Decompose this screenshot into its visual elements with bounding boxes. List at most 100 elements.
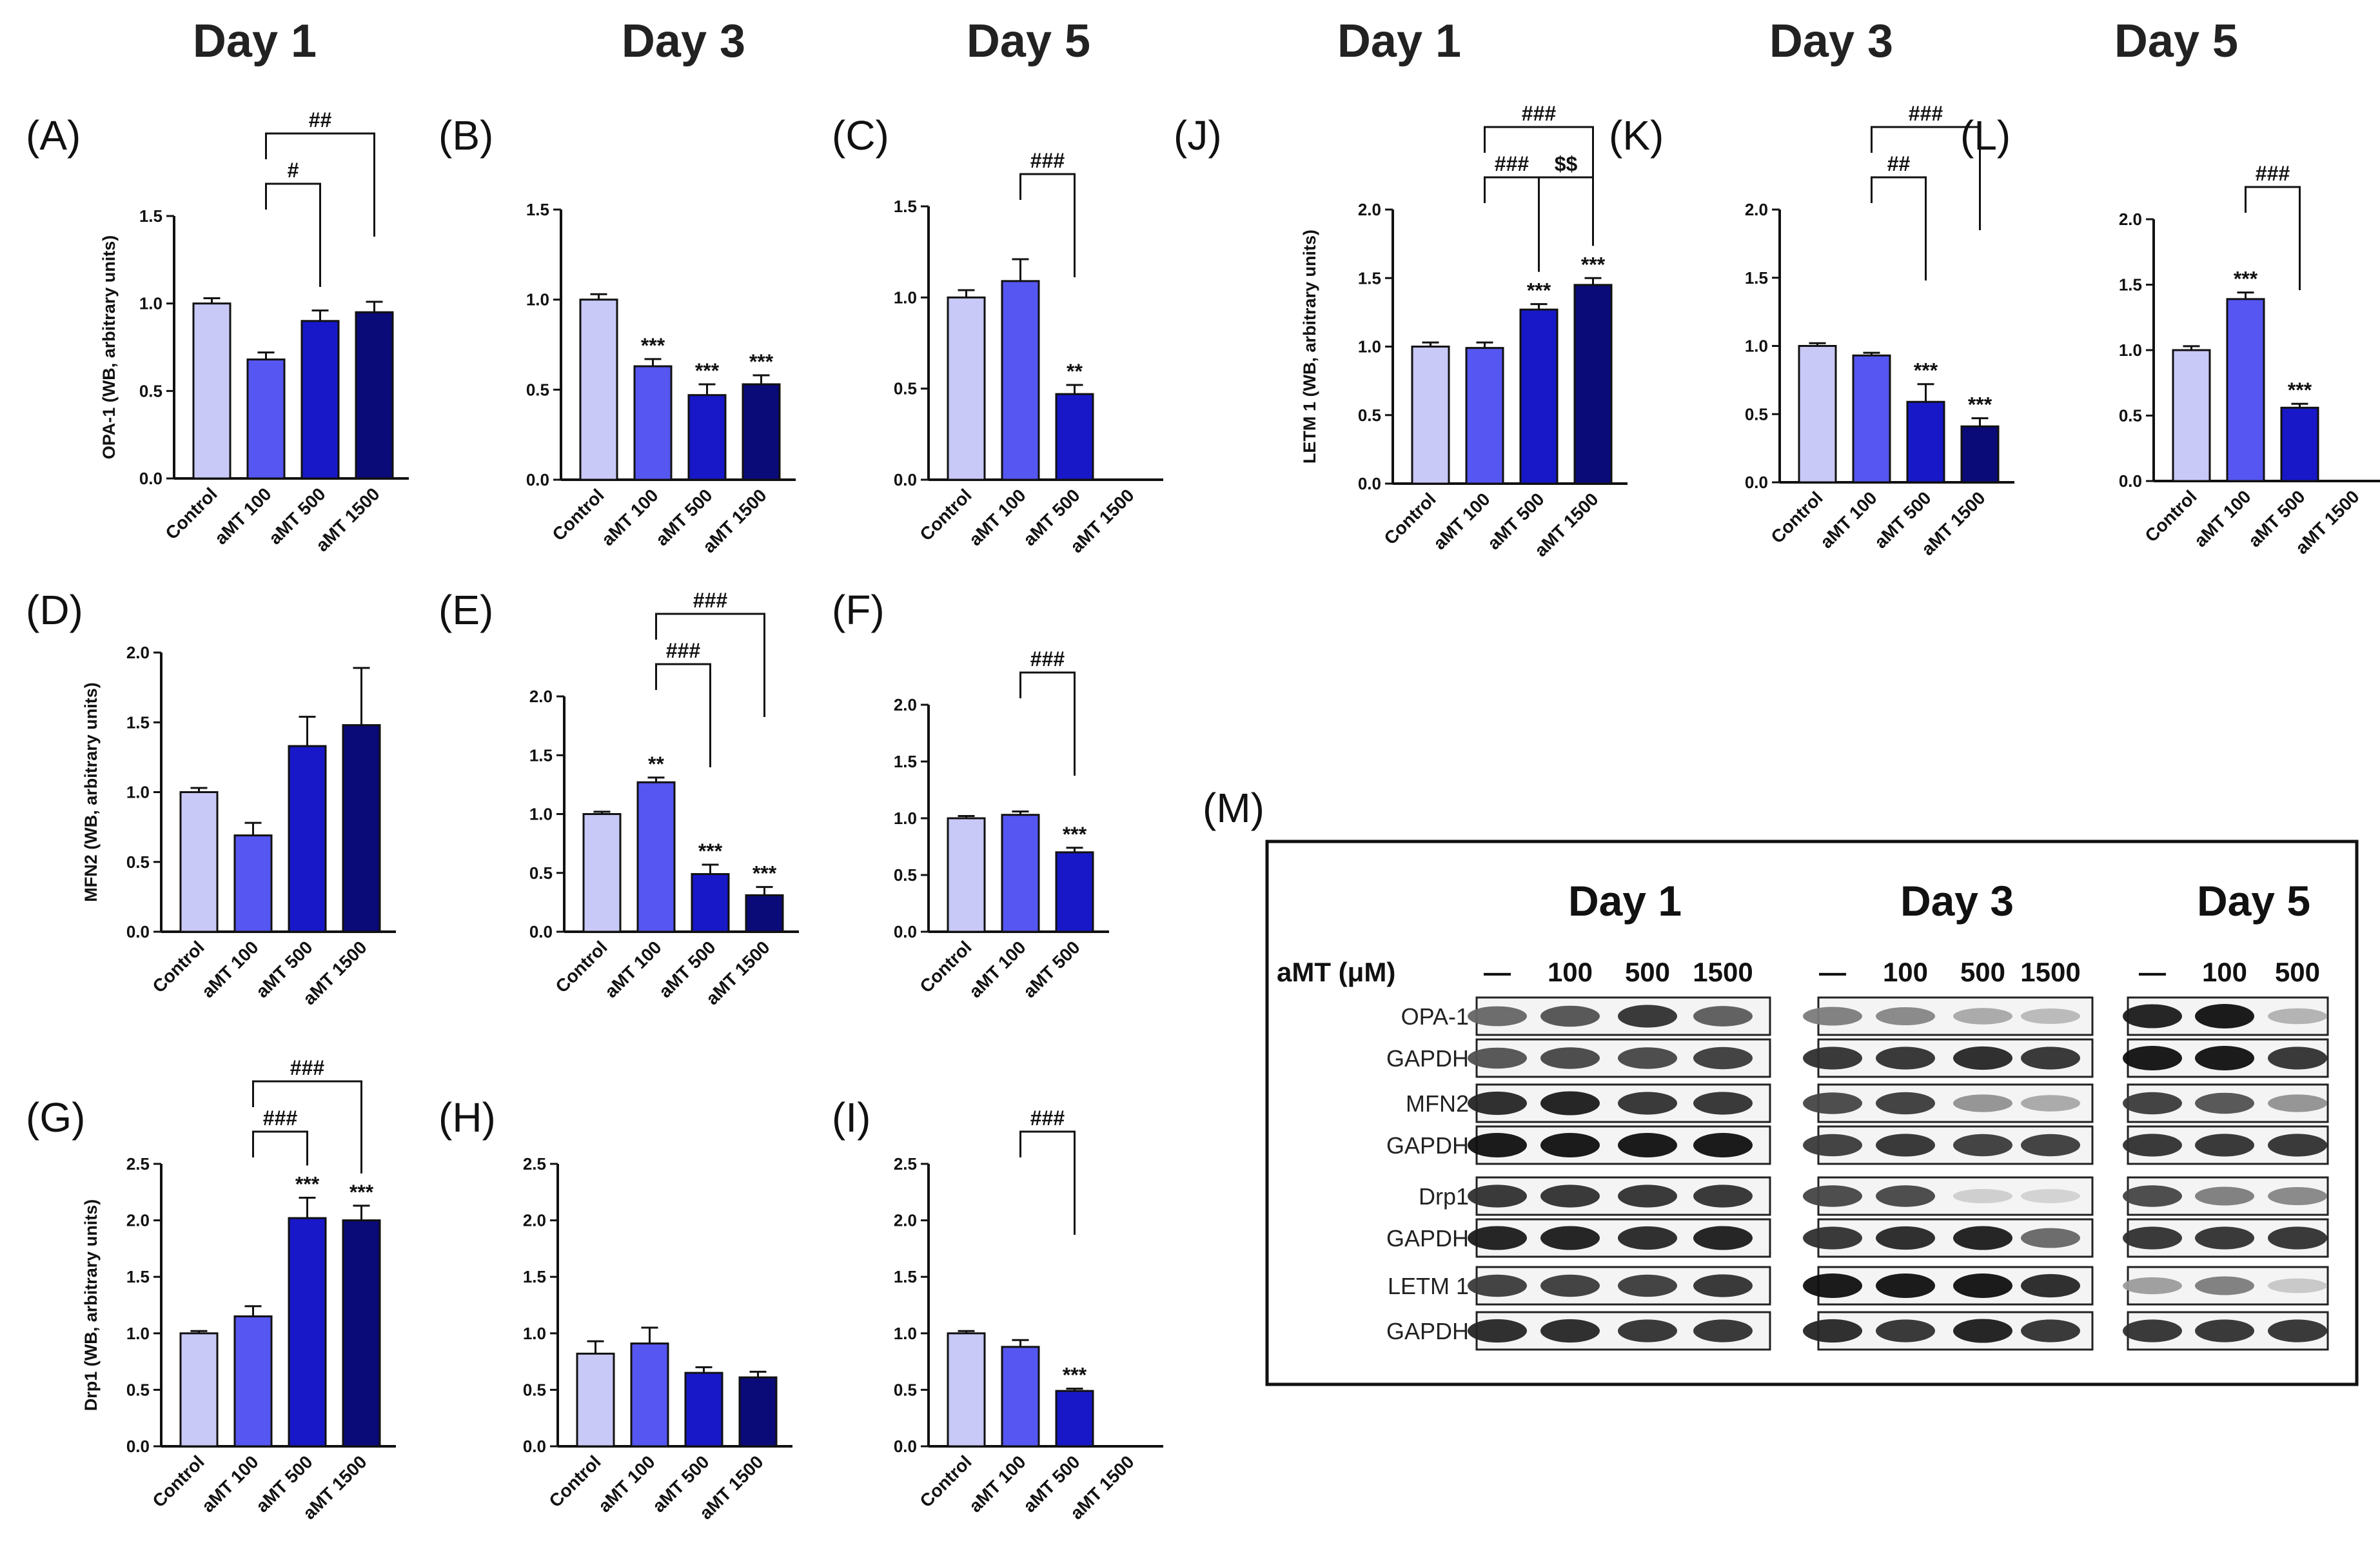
chart-J: (J) 0.0 0.5 1.0 1.5 2.0 LETM 1 (WB, arbitrary … [1174, 102, 1628, 560]
blot-band [2123, 1185, 2182, 1207]
blot-band [1876, 1319, 1935, 1342]
blot-band [1693, 1226, 1753, 1250]
blot-band [2123, 1046, 2182, 1070]
y-tick-label: 0.5 [523, 1380, 546, 1399]
bracket-label: ### [290, 1056, 325, 1079]
blot-band [1693, 1274, 1753, 1297]
significance-bracket [1538, 176, 1594, 246]
blot-band [2268, 1134, 2327, 1157]
y-tick-label: 2.0 [2119, 210, 2142, 229]
bar-B-1 [633, 365, 673, 481]
bar-I-0 [947, 1332, 986, 1448]
significance-stars: *** [1063, 823, 1087, 846]
bar-I-1 [1001, 1346, 1040, 1448]
blot-band [1876, 1273, 1935, 1298]
y-tick-label: 1.5 [894, 197, 917, 216]
panel-label-D: (D) [26, 587, 83, 633]
blot-band [1618, 1319, 1677, 1342]
y-tick-label: 0.5 [139, 381, 162, 400]
blot-band [2123, 1319, 2182, 1342]
blot-band [2021, 1047, 2080, 1070]
blot-band [2195, 1092, 2254, 1114]
bracket-label: ### [1030, 1106, 1065, 1130]
blot-row-label: GAPDH [1386, 1132, 1469, 1159]
y-tick-label: 0.0 [894, 922, 917, 941]
bar-H-0 [576, 1352, 615, 1448]
bar-G-1 [233, 1315, 273, 1448]
significance-stars: *** [698, 840, 723, 863]
y-tick-label: 1.0 [1358, 337, 1381, 357]
blot-band [1468, 1133, 1527, 1157]
blot-band [2268, 1008, 2327, 1025]
significance-bracket [2245, 186, 2301, 290]
blot-band [2123, 1277, 2182, 1295]
significance-bracket [655, 613, 765, 717]
blot-band [1803, 1047, 1862, 1070]
y-tick-label: 0.0 [894, 470, 917, 489]
significance-stars: *** [1968, 393, 1992, 417]
y-tick-label: 1.5 [126, 1267, 150, 1286]
lane-label: 500 [1960, 957, 2005, 987]
bar-B-3 [742, 383, 781, 481]
category-label: aMT 100 [1430, 489, 1494, 553]
bar-D-0 [179, 791, 219, 933]
blot-band [1693, 1133, 1753, 1157]
y-tick-label: 2.0 [523, 1211, 546, 1230]
bracket-label: ### [1030, 647, 1065, 671]
blot-band [1953, 1319, 2012, 1343]
y-tick-label: 0.0 [126, 922, 150, 941]
category-label: aMT 500 [1019, 937, 1084, 1001]
panel-label-H: (H) [438, 1094, 496, 1141]
blot-day-title: Day 3 [1900, 877, 2014, 925]
blot-band [2195, 1319, 2254, 1342]
significance-stars: *** [749, 350, 774, 373]
blot-day-title: Day 1 [1568, 877, 1682, 925]
y-tick-label: 1.0 [1745, 337, 1768, 356]
bar-H-3 [738, 1376, 778, 1448]
blot-band [2195, 1004, 2254, 1028]
y-tick-label: 1.5 [139, 206, 162, 226]
blot-band [1618, 1005, 1677, 1028]
bar-G-2 [288, 1217, 327, 1448]
panel-label-C: (C) [832, 112, 889, 159]
bar-A-1 [246, 358, 286, 480]
blot-band [2021, 1095, 2080, 1112]
significance-bracket [1871, 176, 1927, 280]
chart-G: (G) 0.0 0.5 1.0 1.5 2.0 2.5 Drp1 (WB, arbitrary… [26, 1056, 396, 1523]
y-tick-label: 1.0 [2119, 340, 2142, 360]
blot-band [1803, 1092, 1862, 1114]
blot-band [1618, 1185, 1677, 1208]
y-tick-label: 2.0 [1745, 200, 1768, 219]
lane-label: — [1484, 957, 1511, 987]
bar-A-3 [355, 311, 394, 480]
panel-label-A: (A) [26, 112, 81, 159]
bar-L-2 [2280, 406, 2319, 482]
blot-row-label: GAPDH [1386, 1318, 1469, 1344]
blot-band [2268, 1094, 2327, 1112]
category-label: aMT 100 [2190, 486, 2255, 551]
y-tick-label: 0.0 [529, 922, 553, 941]
blot-band [1693, 1006, 1753, 1027]
bar-J-1 [1465, 347, 1504, 485]
y-tick-label: 1.0 [139, 294, 162, 313]
bar-L-0 [2172, 349, 2211, 482]
significance-bracket [1019, 1130, 1076, 1235]
panel-label-M: (M) [1203, 785, 1264, 831]
blot-band [1618, 1133, 1677, 1157]
y-tick-label: 2.0 [126, 643, 150, 662]
y-tick-label: 2.0 [126, 1211, 150, 1230]
y-axis-label: LETM 1 (WB, arbitrary units) [1300, 230, 1319, 464]
y-tick-label: 2.5 [126, 1154, 150, 1174]
blot-band [1953, 1188, 2012, 1204]
blot-band [1876, 1092, 1935, 1115]
bar-A-2 [300, 320, 340, 480]
blot-band [2021, 1008, 2080, 1024]
y-tick-label: 2.0 [894, 695, 917, 714]
y-tick-label: 1.5 [894, 1267, 917, 1286]
blot-band [1618, 1274, 1677, 1297]
significance-bracket [1019, 173, 1076, 277]
blot-band [1468, 1006, 1527, 1027]
